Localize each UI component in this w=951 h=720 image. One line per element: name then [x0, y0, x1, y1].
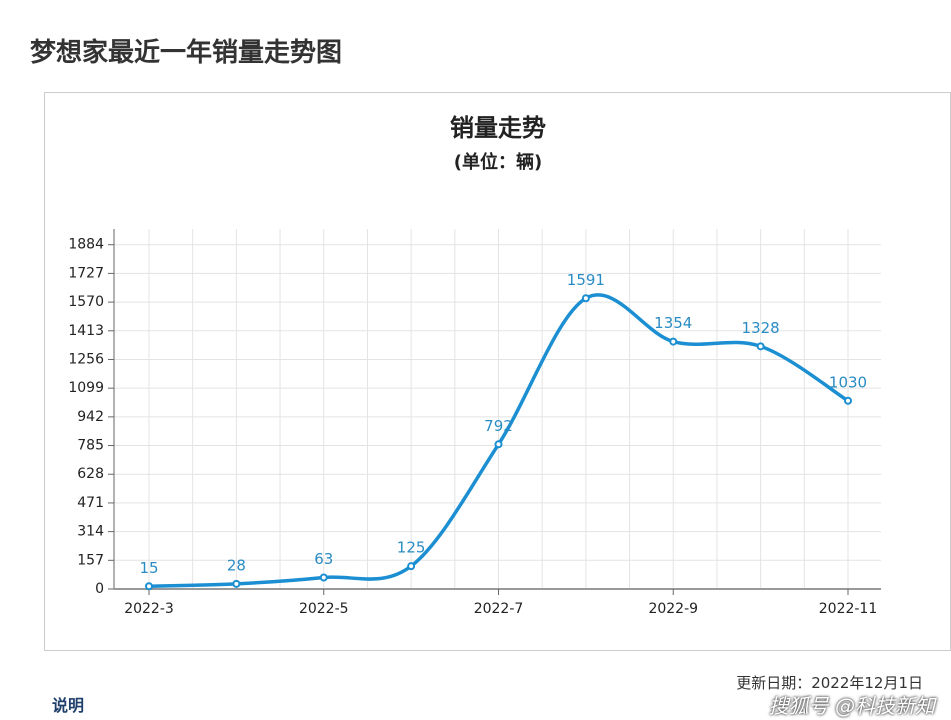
data-label: 792: [484, 417, 513, 435]
watermark: 搜狐号 @科技新知: [768, 694, 935, 718]
y-tick-label: 1570: [68, 294, 104, 310]
data-label: 1030: [829, 373, 867, 391]
y-tick-label: 628: [77, 466, 104, 482]
x-tick-label: 2022-9: [648, 601, 698, 617]
point: [494, 440, 503, 449]
chart-subtitle: (单位：辆): [454, 151, 542, 173]
y-tick-label: 785: [77, 438, 104, 454]
y-tick-label: 471: [77, 495, 104, 511]
y-tick-label: 157: [77, 552, 104, 568]
point: [407, 562, 416, 571]
x-tick-label: 2022-7: [474, 601, 524, 617]
data-label: 63: [314, 550, 333, 568]
data-label: 1328: [742, 319, 780, 337]
page-title: 梦想家最近一年销量走势图: [30, 38, 343, 68]
y-tick-label: 1256: [68, 351, 104, 367]
point: [581, 294, 590, 303]
y-tick-label: 314: [77, 524, 104, 540]
point: [669, 337, 678, 346]
data-label: 125: [397, 539, 426, 557]
x-tick-label: 2022-3: [124, 601, 174, 617]
point: [319, 573, 328, 582]
data-label: 28: [227, 556, 246, 574]
chart-title: 销量走势: [450, 114, 546, 142]
point: [844, 396, 852, 405]
chart-box: 销量走势 (单位：辆) 0 157 314 471 628 785 942 1099 1256 1…: [44, 92, 951, 651]
y-tick-label: 1099: [68, 380, 104, 396]
point: [232, 579, 241, 588]
x-tick-label: 2022-11: [819, 601, 878, 617]
data-label: 15: [139, 559, 158, 577]
y-tick-label: 1727: [68, 265, 104, 281]
update-date: 更新日期：2022年12月1日: [736, 674, 923, 692]
point: [145, 582, 153, 591]
point: [756, 342, 765, 351]
y-tick-label: 942: [77, 409, 104, 425]
y-tick-label: 1413: [68, 323, 104, 339]
note: 说明: [52, 696, 85, 715]
y-tick-label: 0: [95, 581, 104, 597]
y-tick-label: 1884: [68, 237, 104, 253]
x-tick-label: 2022-5: [299, 601, 349, 617]
series-line: [148, 293, 849, 589]
data-label: 1354: [654, 314, 692, 332]
chart: 销量走势 (单位：辆) 0 157 314 471 628 785 942 1099 1256 1…: [68, 114, 881, 617]
data-label: 1591: [567, 271, 605, 289]
